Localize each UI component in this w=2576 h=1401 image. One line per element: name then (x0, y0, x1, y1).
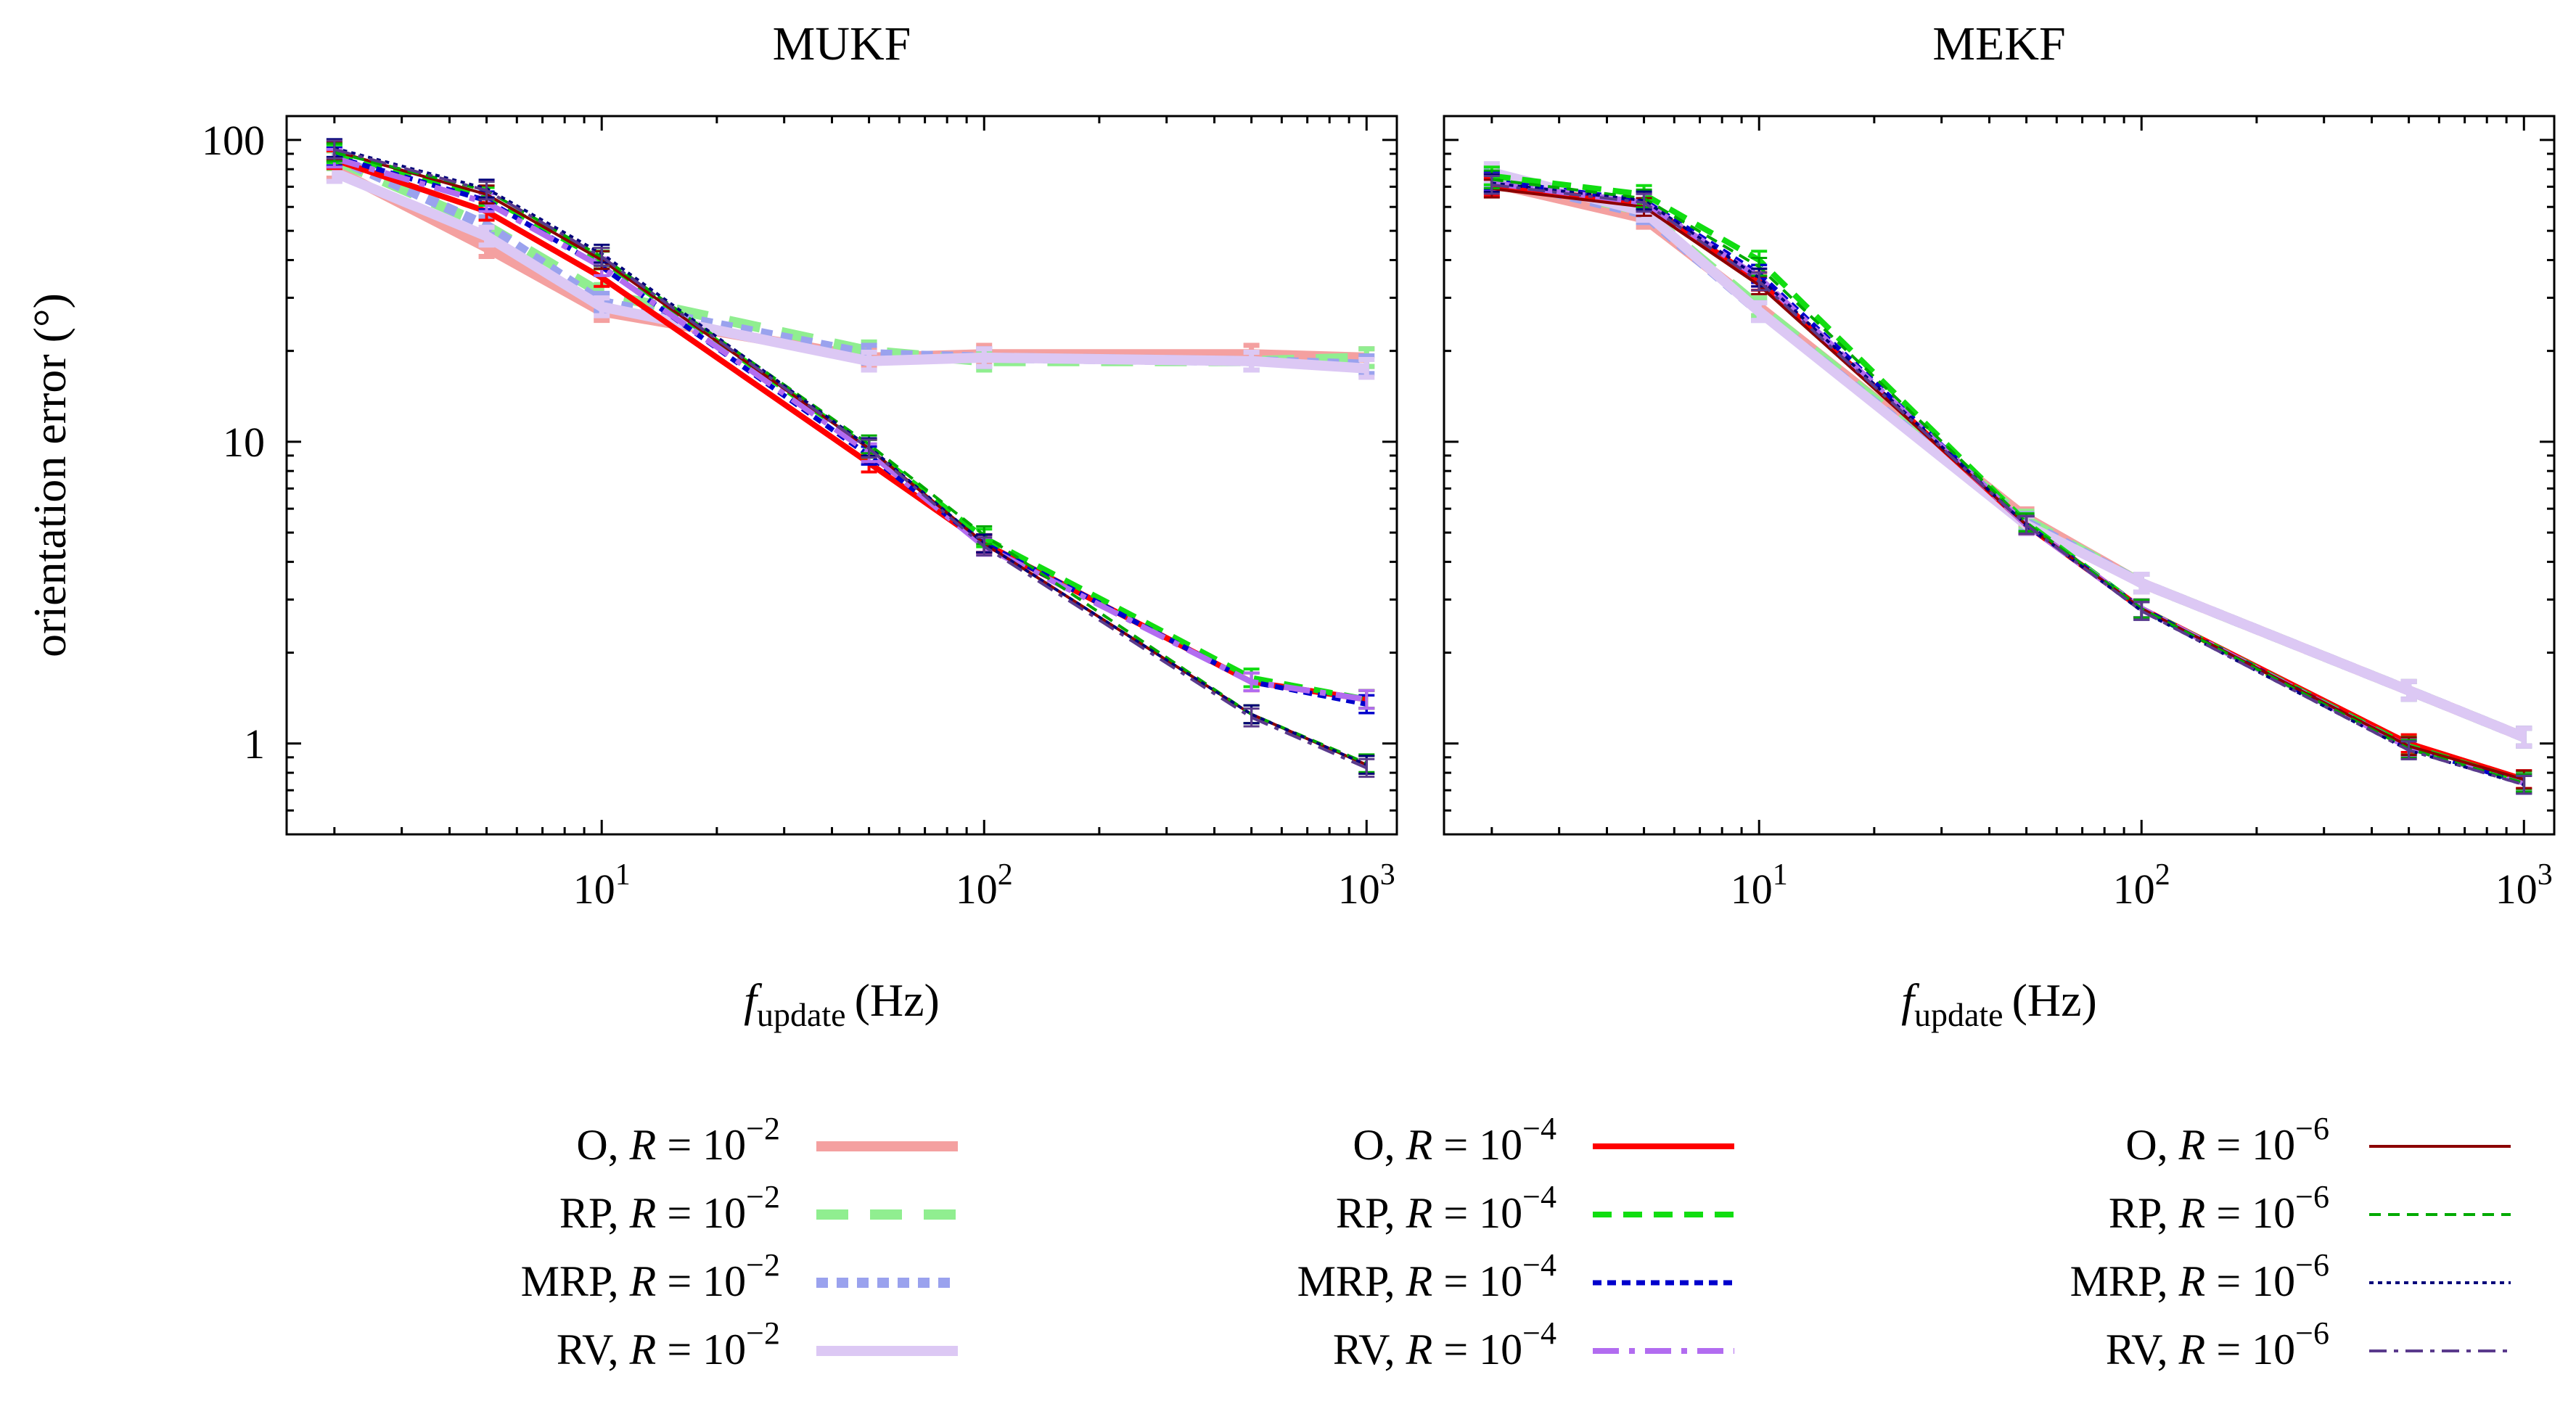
error-bar (1358, 357, 1375, 380)
error-bar (1243, 707, 1260, 728)
error-bar (478, 180, 495, 201)
legend-item: RV, R = 10−4 (1333, 1315, 1734, 1373)
plot-frame (285, 115, 1398, 836)
error-bar (1483, 175, 1500, 195)
series-line (1491, 181, 2524, 786)
legend-item: RV, R = 10−6 (2106, 1315, 2511, 1373)
series-line (1491, 184, 2525, 783)
error-bar (976, 536, 993, 556)
plot-frame (1443, 115, 2556, 836)
legend-item: RV, R = 10−2 (557, 1315, 958, 1373)
plot-panel-mekf: 101 102 103 (1443, 115, 2556, 913)
error-bar (1243, 671, 1260, 693)
x-label-sub: update (1914, 996, 2003, 1033)
plot-panel-mukf: 101 102 103 1 10 100 (202, 115, 1398, 913)
x-tick-label: 102 (956, 858, 1013, 913)
error-bar (1636, 192, 1652, 213)
series-line (1491, 180, 2525, 786)
x-axis-label-mukf: fupdate (Hz) (744, 974, 940, 1033)
error-bar (2018, 514, 2035, 535)
y-axis-label: orientation error (°) (24, 293, 75, 657)
series-line (1491, 173, 2525, 784)
x-label-unit: (Hz) (855, 974, 940, 1026)
legend-item: MRP, R = 10−4 (1297, 1247, 1734, 1305)
chart-title-mukf: MUKF (773, 17, 911, 70)
x-axis-label-mekf: fupdate (Hz) (1901, 974, 2097, 1033)
error-bar (1358, 689, 1375, 710)
y-tick-label: 100 (202, 117, 265, 164)
error-bar (1358, 757, 1375, 778)
legend-label: O, R = 10−2 (576, 1111, 780, 1169)
error-bar (2400, 678, 2417, 702)
y-tick-label: 10 (223, 419, 265, 466)
legend-label: O, R = 10−6 (2125, 1111, 2329, 1169)
error-bar (1751, 300, 1768, 324)
error-bar (594, 295, 610, 319)
x-tick-label: 102 (2113, 858, 2170, 913)
legend-item: RP, R = 10−6 (2109, 1179, 2511, 1237)
legend-item: MRP, R = 10−2 (521, 1247, 958, 1305)
legend: O, R = 10−2 RP, R = 10−2 MRP, R = 10−2 RV, … (521, 1111, 2511, 1373)
legend-item: RP, R = 10−2 (559, 1179, 958, 1237)
error-bar (478, 224, 495, 248)
error-bar (2400, 740, 2417, 760)
series-line (1490, 178, 2526, 742)
legend-item: O, R = 10−2 (576, 1111, 958, 1169)
error-bar (976, 346, 993, 369)
legend-item: O, R = 10−6 (2125, 1111, 2511, 1169)
legend-item: RP, R = 10−4 (1336, 1179, 1734, 1237)
error-bar (594, 247, 610, 267)
legend-label: RV, R = 10−2 (557, 1315, 780, 1373)
legend-label: MRP, R = 10−2 (521, 1247, 780, 1305)
error-bar (1243, 350, 1260, 373)
error-bar (2516, 726, 2532, 749)
chart-title-mekf: MEKF (1932, 17, 2065, 70)
x-tick-label: 103 (2495, 858, 2553, 913)
series-line (1491, 178, 2524, 785)
series-line (1490, 168, 2526, 742)
legend-item: MRP, R = 10−6 (2070, 1247, 2511, 1305)
legend-label: RV, R = 10−6 (2106, 1315, 2329, 1373)
x-tick-label: 101 (573, 858, 631, 913)
series-line (1491, 187, 2524, 781)
series-line (1490, 173, 2526, 742)
x-label-sub: update (757, 996, 846, 1033)
series-line (1491, 178, 2525, 786)
error-bar (861, 350, 877, 373)
series-line (1490, 170, 2526, 742)
legend-label: MRP, R = 10−4 (1297, 1247, 1556, 1305)
legend-label: RP, R = 10−2 (559, 1179, 780, 1237)
x-tick-label: 103 (1338, 858, 1395, 913)
error-bar (2133, 572, 2150, 595)
legend-label: O, R = 10−4 (1353, 1111, 1556, 1169)
error-bar (326, 139, 342, 160)
error-bar (861, 438, 877, 459)
x-tick-label: 101 (1731, 858, 1788, 913)
y-tick-label: 1 (244, 720, 265, 768)
error-bar (1751, 271, 1768, 292)
series-line (1491, 183, 2524, 786)
error-bar (2516, 774, 2532, 795)
legend-label: RV, R = 10−4 (1333, 1315, 1556, 1373)
legend-label: RP, R = 10−4 (1336, 1179, 1556, 1237)
error-bar (2133, 601, 2150, 621)
x-label-unit: (Hz) (2012, 974, 2097, 1026)
legend-label: RP, R = 10−6 (2109, 1179, 2329, 1237)
legend-item: O, R = 10−4 (1353, 1111, 1734, 1169)
legend-label: MRP, R = 10−6 (2070, 1247, 2329, 1305)
